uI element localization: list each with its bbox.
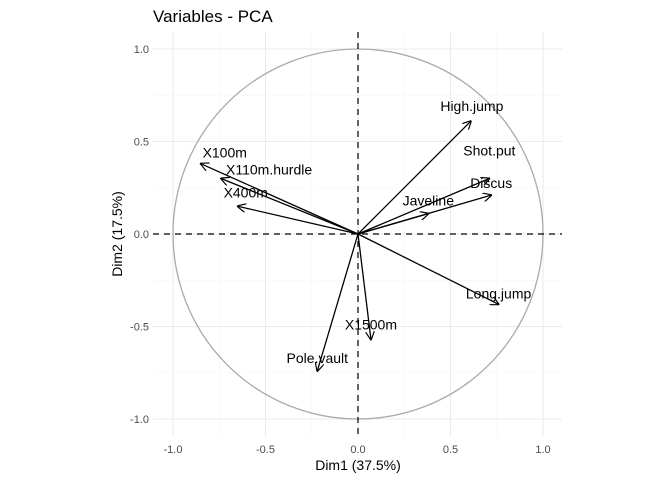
variable-label: Pole.vault xyxy=(287,350,349,366)
x-tick-label: 0.0 xyxy=(350,444,365,456)
variable-label: Shot.put xyxy=(463,143,515,159)
arrow-x400m xyxy=(238,206,359,235)
x-axis-title: Dim1 (37.5%) xyxy=(315,457,401,473)
y-tick-label: 0.5 xyxy=(134,137,149,149)
y-tick-label: 0.0 xyxy=(134,229,149,241)
variable-label: Long.jump xyxy=(466,285,532,301)
variable-label: High.jump xyxy=(440,98,503,114)
variable-label: X400m xyxy=(224,184,268,200)
variable-label: X1500m xyxy=(345,316,397,332)
arrow-x1500m xyxy=(357,233,371,339)
arrow-pole-vault xyxy=(317,233,359,371)
arrow-shot-put xyxy=(357,179,489,235)
variable-label: Javeline xyxy=(403,193,455,209)
variable-label: X110m.hurdle xyxy=(226,162,312,178)
variable-label: X100m xyxy=(203,145,247,161)
arrow-javeline xyxy=(357,214,428,235)
plot-area: -1.0 -0.5 0.0 0.5 1.0-1.0-0.50.00.51.0X100mX… xyxy=(130,32,562,456)
x-tick-label: 1.0 xyxy=(535,444,550,456)
y-tick-label: 1.0 xyxy=(134,44,149,56)
y-tick-label: -0.5 xyxy=(130,322,149,334)
arrow-long-jump xyxy=(357,233,499,304)
x-tick-label: 0.5 xyxy=(443,444,458,456)
variable-label: Discus xyxy=(470,175,512,191)
x-tick-label: -1.0 xyxy=(164,444,183,456)
arrow-x100m xyxy=(201,164,359,235)
arrow-high-jump xyxy=(357,121,471,235)
arrow-x110m-hurdle xyxy=(221,179,359,235)
y-axis-title: Dim2 (17.5%) xyxy=(109,191,125,277)
chart-title: Variables - PCA xyxy=(153,7,273,26)
x-tick-label: -0.5 xyxy=(256,444,275,456)
y-tick-label: -1.0 xyxy=(130,414,149,426)
